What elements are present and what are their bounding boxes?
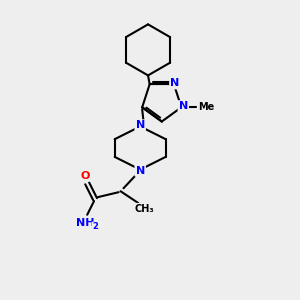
Text: NH: NH xyxy=(76,218,94,228)
Text: N: N xyxy=(170,78,179,88)
Text: N: N xyxy=(179,101,188,111)
Text: O: O xyxy=(80,170,90,181)
Text: 2: 2 xyxy=(92,222,98,231)
Text: N: N xyxy=(136,166,145,176)
Text: CH₃: CH₃ xyxy=(134,204,154,214)
Text: N: N xyxy=(136,121,145,130)
Text: Me: Me xyxy=(198,102,214,112)
